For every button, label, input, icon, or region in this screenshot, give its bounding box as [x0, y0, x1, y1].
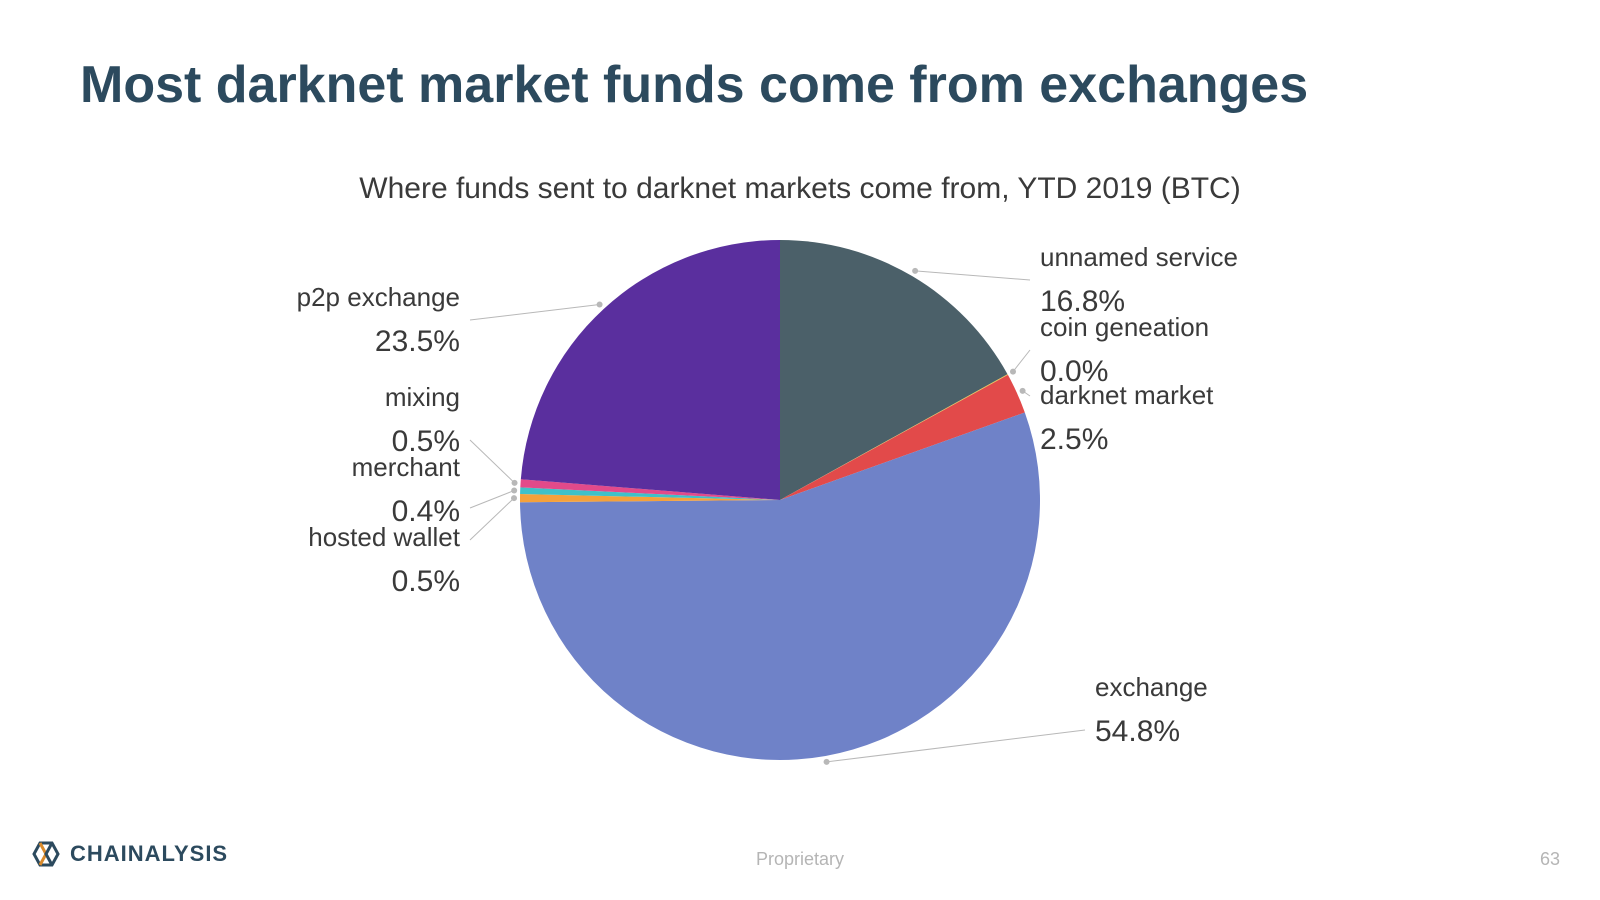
leader-line — [470, 491, 514, 508]
slide-title: Most darknet market funds come from exch… — [80, 55, 1308, 115]
pie-label-pct: 0.5% — [385, 425, 460, 459]
pie-label-pct: 54.8% — [1095, 715, 1208, 749]
pie-label-pct: 0.4% — [352, 495, 460, 529]
pie-label-pct: 23.5% — [297, 325, 460, 359]
pie-label: unnamed service16.8% — [1040, 242, 1238, 319]
pie-label-name: coin geneation — [1040, 312, 1209, 343]
pie-label: mixing 0.5% — [385, 382, 460, 459]
pie-label: p2p exchange 23.5% — [297, 282, 460, 359]
pie-label: merchant0.4% — [352, 452, 460, 529]
page-number: 63 — [1540, 849, 1560, 870]
pie-label: exchange 54.8% — [1095, 672, 1208, 749]
footer-proprietary: Proprietary — [0, 849, 1600, 870]
chart-subtitle: Where funds sent to darknet markets come… — [0, 172, 1600, 206]
pie-label: hosted wallet0.5% — [308, 522, 460, 599]
leader-line — [470, 498, 514, 540]
leader-line — [470, 440, 515, 483]
pie-label-name: exchange — [1095, 672, 1208, 703]
pie-label: coin geneation0.0% — [1040, 312, 1209, 389]
leader-line — [915, 271, 1030, 280]
pie-label: darknet market 2.5% — [1040, 380, 1213, 457]
pie-label-name: unnamed service — [1040, 242, 1238, 273]
leader-line — [470, 305, 600, 320]
pie-slice-p2p-exchange — [521, 240, 780, 500]
pie-chart-container: unnamed service16.8%coin geneation0.0%da… — [0, 230, 1600, 770]
pie-label-name: p2p exchange — [297, 282, 460, 313]
leader-line — [1013, 350, 1030, 372]
pie-label-name: mixing — [385, 382, 460, 413]
pie-label-name: darknet market — [1040, 380, 1213, 411]
slide: Most darknet market funds come from exch… — [0, 0, 1600, 900]
pie-label-pct: 0.5% — [308, 565, 460, 599]
pie-label-pct: 2.5% — [1040, 423, 1213, 457]
pie-chart-svg — [0, 230, 1600, 770]
